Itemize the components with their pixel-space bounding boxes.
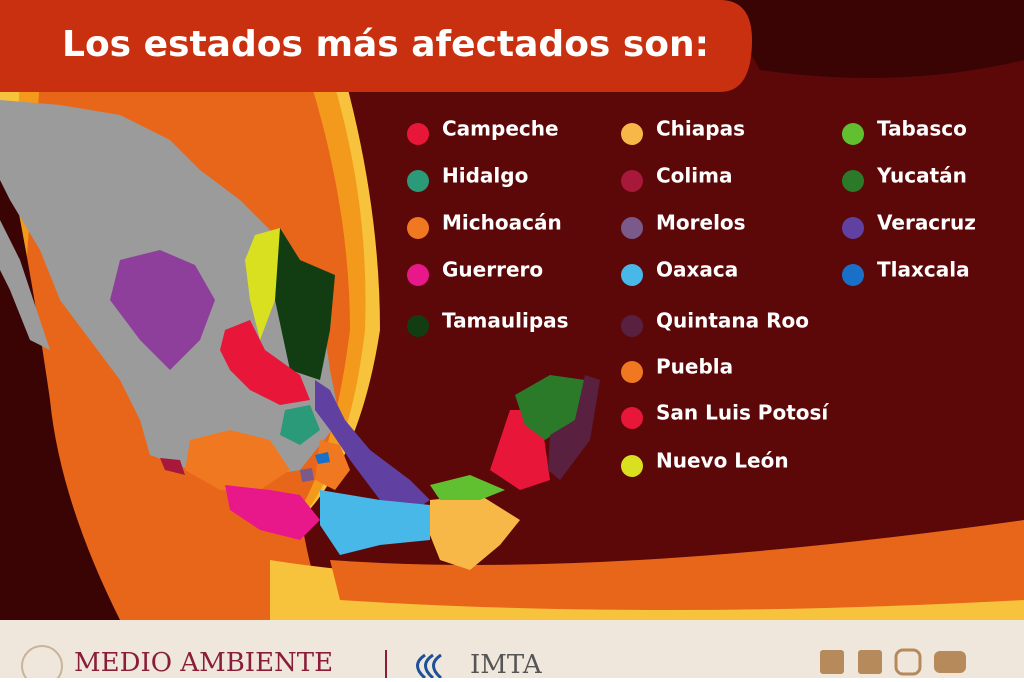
legend-label: Puebla <box>656 355 733 379</box>
state-shape <box>110 250 215 370</box>
legend-dot <box>621 407 643 429</box>
legend-dot <box>621 123 643 145</box>
legend-label: Veracruz <box>877 211 976 235</box>
legend-dot <box>407 315 429 337</box>
facebook-icon[interactable] <box>820 650 844 674</box>
state-shape <box>430 495 520 570</box>
legend-dot <box>407 170 429 192</box>
state-shape <box>245 228 285 340</box>
footer <box>0 620 1024 678</box>
state-shape <box>225 485 320 540</box>
legend-label: Morelos <box>656 211 746 235</box>
legend-item: Nuevo León <box>621 449 789 477</box>
state-shape <box>220 320 310 405</box>
legend-item: Tabasco <box>842 117 967 145</box>
wave <box>330 520 1024 610</box>
legend-item: Guerrero <box>407 258 543 286</box>
legend-item: Hidalgo <box>407 164 528 192</box>
legend: Campeche Hidalgo Michoacán Guerrero Tamaulip… <box>407 117 976 477</box>
legend-item: Campeche <box>407 117 559 145</box>
state-shape <box>160 458 185 475</box>
legend-item: Puebla <box>621 355 733 383</box>
legend-label: Michoacán <box>442 211 562 235</box>
legend-item: Oaxaca <box>621 258 738 286</box>
legend-item: Yucatán <box>842 164 967 192</box>
state-shape <box>185 430 290 490</box>
legend-dot <box>621 264 643 286</box>
legend-label: Tabasco <box>877 117 967 141</box>
institute: IMTA <box>470 650 543 678</box>
legend-dot <box>842 217 864 239</box>
imta-logo <box>416 653 443 680</box>
legend-dot <box>621 361 643 383</box>
legend-item: San Luis Potosí <box>621 401 829 429</box>
legend-label: Colima <box>656 164 732 188</box>
state-shape <box>515 375 585 440</box>
legend-dot <box>621 315 643 337</box>
legend-label: Yucatán <box>876 164 967 188</box>
state-shape <box>300 468 314 482</box>
legend-label: San Luis Potosí <box>656 401 829 425</box>
legend-item: Veracruz <box>842 211 976 239</box>
legend-item: Morelos <box>621 211 746 239</box>
legend-label: Guerrero <box>442 258 543 282</box>
state-shape <box>430 475 505 500</box>
state-shape <box>315 440 350 490</box>
legend-dot <box>621 455 643 477</box>
seal <box>21 645 63 682</box>
state-shape <box>315 380 430 510</box>
state-shape <box>320 490 430 555</box>
legend-label: Quintana Roo <box>656 309 809 333</box>
twitter-icon[interactable] <box>858 650 882 674</box>
legend-dot <box>407 264 429 286</box>
state-shape <box>315 452 330 464</box>
legend-item: Michoacán <box>407 211 562 239</box>
ministry: MEDIO AMBIENTE <box>74 648 333 678</box>
legend-label: Nuevo León <box>656 449 789 473</box>
state-shape <box>280 405 320 445</box>
legend-item: Tamaulipas <box>407 309 569 337</box>
sea <box>0 120 120 620</box>
legend-label: Chiapas <box>656 117 745 141</box>
legend-dot <box>621 170 643 192</box>
instagram-icon[interactable] <box>894 648 922 676</box>
legend-dot <box>407 123 429 145</box>
youtube-icon[interactable] <box>934 651 966 673</box>
legend-item: Chiapas <box>621 117 745 145</box>
wave <box>720 0 1024 78</box>
legend-label: Oaxaca <box>656 258 738 282</box>
legend-label: Hidalgo <box>442 164 528 188</box>
legend-item: Quintana Roo <box>621 309 809 337</box>
legend-item: Tlaxcala <box>842 258 970 286</box>
legend-item: Colima <box>621 164 732 192</box>
state-shape <box>548 375 600 480</box>
legend-label: Tlaxcala <box>877 258 970 282</box>
legend-label: Tamaulipas <box>442 309 569 333</box>
title: Los estados más afectados son: <box>62 24 709 65</box>
legend-dot <box>842 123 864 145</box>
legend-label: Campeche <box>442 117 559 141</box>
legend-dot <box>842 170 864 192</box>
legend-dot <box>621 217 643 239</box>
legend-dot <box>842 264 864 286</box>
state-shape <box>275 228 335 380</box>
country-shape <box>0 220 50 350</box>
title-banner <box>0 0 752 92</box>
legend-dot <box>407 217 429 239</box>
